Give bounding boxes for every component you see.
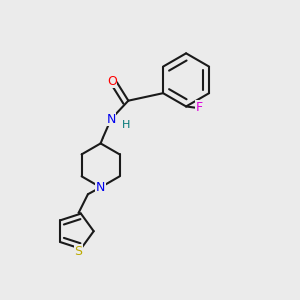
Text: H: H	[122, 120, 130, 130]
Text: O: O	[107, 74, 117, 88]
Text: N: N	[96, 181, 105, 194]
Text: N: N	[106, 113, 116, 126]
Text: S: S	[75, 244, 83, 258]
Text: F: F	[196, 101, 202, 114]
